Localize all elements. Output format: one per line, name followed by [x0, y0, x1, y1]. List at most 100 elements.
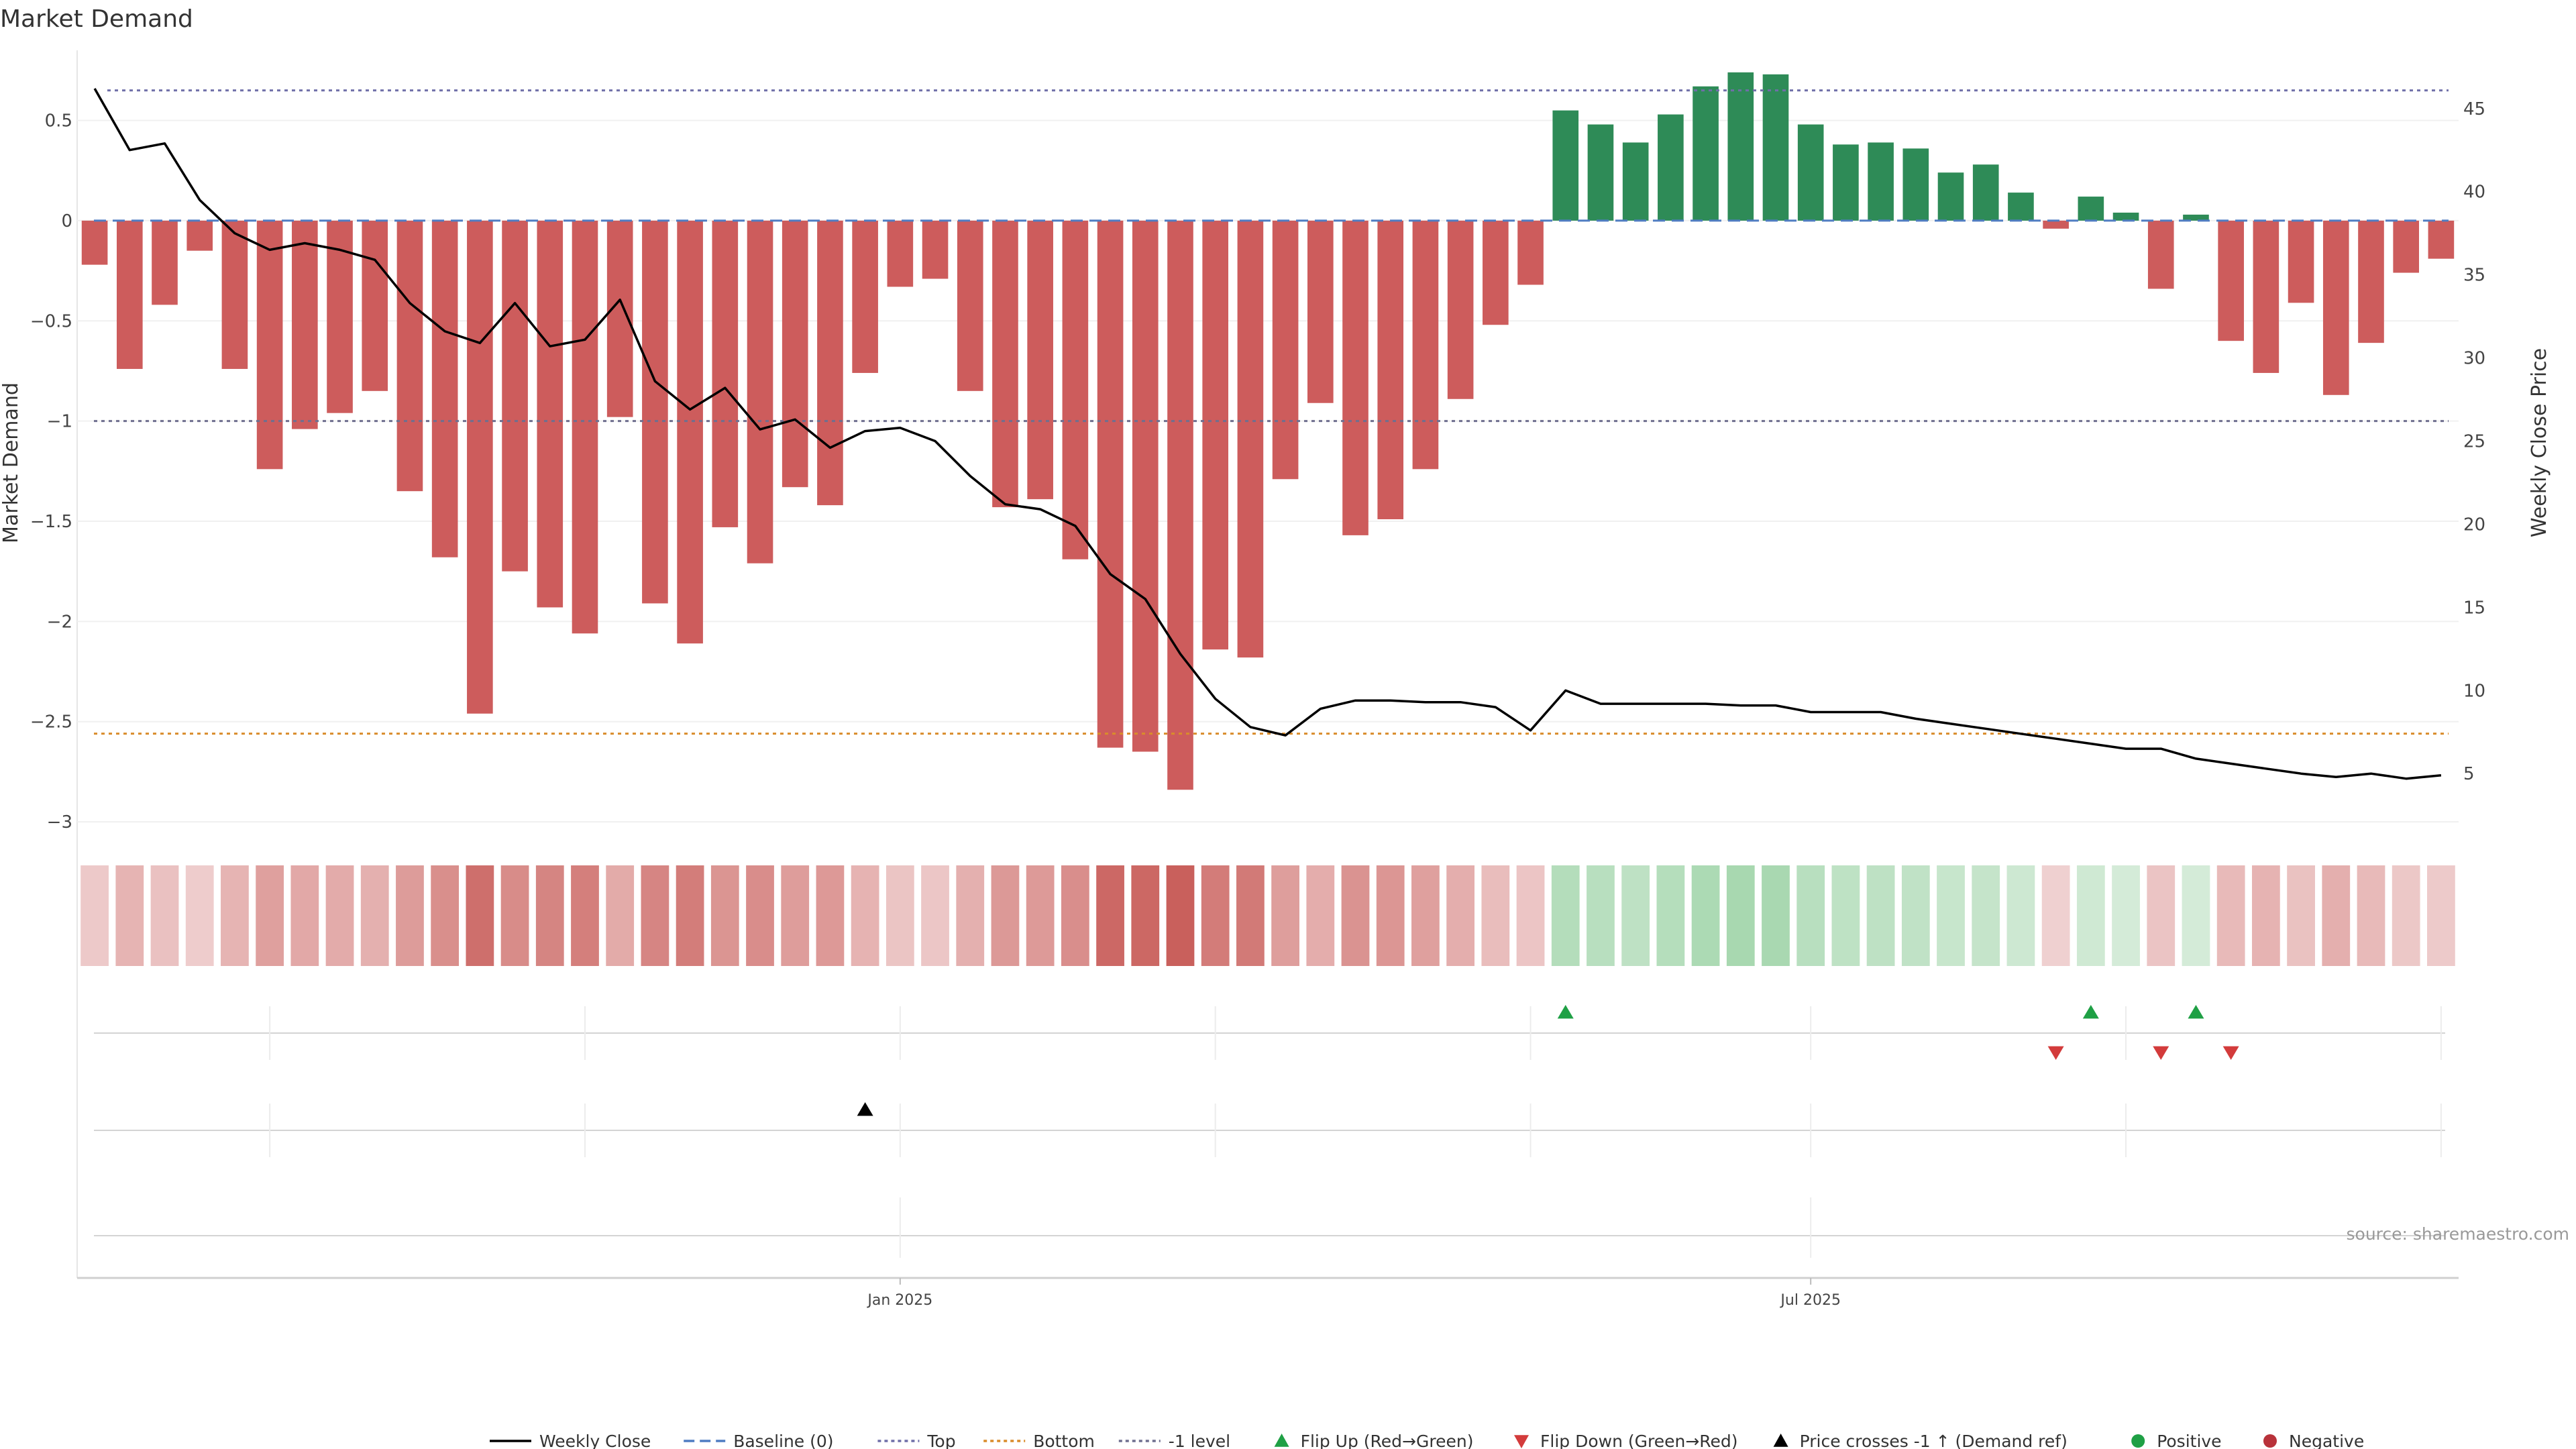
right-tick-label: 35 — [2463, 266, 2485, 286]
reference-lines — [94, 89, 2449, 735]
heat-cell — [606, 865, 635, 966]
heat-cell — [535, 865, 564, 966]
heat-cell — [1061, 865, 1089, 966]
demand-bar — [431, 220, 458, 557]
price-line-group — [93, 88, 2442, 780]
heat-cell — [2357, 865, 2385, 966]
left-axis-title: Market Demand — [0, 382, 23, 543]
demand-bar — [2218, 220, 2244, 341]
heat-cell — [396, 865, 424, 966]
legend-label: Price crosses -1 ↑ (Demand ref) — [1800, 1432, 2068, 1449]
heat-cell — [921, 865, 949, 966]
flip-up-marker — [1557, 1005, 1574, 1019]
heat-cell — [500, 865, 529, 966]
demand-bar — [1272, 220, 1299, 480]
heat-cell — [1726, 865, 1755, 966]
heat-cell — [1341, 865, 1370, 966]
legend-item-top: Top — [877, 1432, 956, 1449]
heat-cell — [115, 865, 144, 966]
heat-cell — [991, 865, 1020, 966]
demand-bar — [1833, 144, 1859, 221]
right-tick-label: 45 — [2463, 99, 2485, 119]
demand-bar — [1727, 72, 1754, 221]
heat-cell — [1201, 865, 1230, 966]
legend-item-positive: Positive — [2131, 1432, 2222, 1449]
legend-item-price-cross: Price crosses -1 ↑ (Demand ref) — [1773, 1432, 2068, 1449]
legend-label: Positive — [2157, 1432, 2221, 1449]
heat-cell — [851, 865, 879, 966]
left-tick-label: −2.5 — [30, 712, 72, 733]
heat-cell — [2112, 865, 2140, 966]
legend-label: Baseline (0) — [733, 1432, 833, 1449]
demand-bar — [1902, 148, 1929, 221]
right-tick-label: 20 — [2463, 515, 2485, 535]
heat-cell — [2041, 865, 2070, 966]
demand-bar — [887, 220, 914, 287]
chart-title: Market Demand — [0, 5, 193, 33]
heat-cell — [1796, 865, 1825, 966]
legend-item-baseline: Baseline (0) — [684, 1432, 834, 1449]
demand-bar — [572, 220, 598, 634]
right-tick-label: 25 — [2463, 432, 2485, 452]
legend-label: Weekly Close — [539, 1432, 651, 1449]
demand-bar — [1342, 220, 1368, 535]
demand-bar — [2183, 214, 2209, 221]
demand-bar — [1762, 74, 1789, 221]
heat-cell — [2427, 865, 2455, 966]
heat-cell — [150, 865, 179, 966]
date-axis: Jan 2025 Jul 2025 — [77, 1277, 2459, 1309]
legend-item-weekly-close: Weekly Close — [490, 1432, 651, 1449]
heat-cell — [185, 865, 214, 966]
right-axis-ticks: 45 40 35 30 25 20 15 10 5 — [2463, 99, 2485, 784]
heat-cell — [2006, 865, 2035, 966]
demand-bar — [1062, 220, 1089, 559]
heat-cell — [2322, 865, 2351, 966]
demand-bar — [642, 220, 668, 604]
price-cross-marker — [857, 1102, 873, 1116]
right-axis-title: Weekly Close Price — [2528, 348, 2551, 537]
demand-bar — [467, 220, 493, 714]
legend-label: Flip Up (Red→Green) — [1301, 1432, 1474, 1449]
heat-cell — [221, 865, 249, 966]
demand-bar — [1237, 220, 1264, 658]
heat-cell — [466, 865, 494, 966]
heat-cell — [1762, 865, 1790, 966]
right-tick-label: 5 — [2463, 764, 2475, 784]
heat-cell — [1306, 865, 1335, 966]
heat-cell — [746, 865, 774, 966]
left-tick-label: −1 — [47, 412, 72, 432]
left-tick-label: −1.5 — [30, 512, 72, 532]
left-axis-ticks: 0.5 0 −0.5 −1 −1.5 −2 −2.5 −3 — [30, 111, 72, 833]
demand-bar — [116, 220, 143, 369]
legend-label: Bottom — [1033, 1432, 1095, 1449]
demand-bar — [2253, 220, 2279, 373]
demand-bar — [817, 220, 843, 506]
heat-cell — [571, 865, 599, 966]
demand-bar — [712, 220, 739, 527]
heat-cell — [1481, 865, 1510, 966]
demand-bar — [502, 220, 528, 572]
heat-cell — [80, 865, 109, 966]
right-tick-label: 40 — [2463, 182, 2485, 203]
demand-bar — [2393, 220, 2420, 273]
demand-bar — [1693, 86, 1719, 221]
demand-bar — [396, 220, 423, 492]
demand-bar — [1797, 124, 1824, 221]
demand-bar — [782, 220, 808, 488]
heat-cell — [431, 865, 460, 966]
left-tick-label: 0 — [61, 211, 72, 231]
heat-cell — [1656, 865, 1685, 966]
weekly-close-line — [93, 88, 2442, 780]
legend-symbol — [2131, 1434, 2145, 1448]
demand-bar — [1027, 220, 1053, 500]
flip-down-marker — [2153, 1046, 2169, 1060]
demand-bar — [1377, 220, 1404, 519]
flip-up-marker — [2082, 1005, 2099, 1019]
heat-cell — [1621, 865, 1650, 966]
heat-cell — [1516, 865, 1545, 966]
demand-bar — [256, 220, 283, 470]
demand-bar — [1658, 114, 1684, 221]
flip-down-marker — [2222, 1046, 2239, 1060]
legend-item-flip-up: Flip Up (Red→Green) — [1274, 1432, 1474, 1449]
